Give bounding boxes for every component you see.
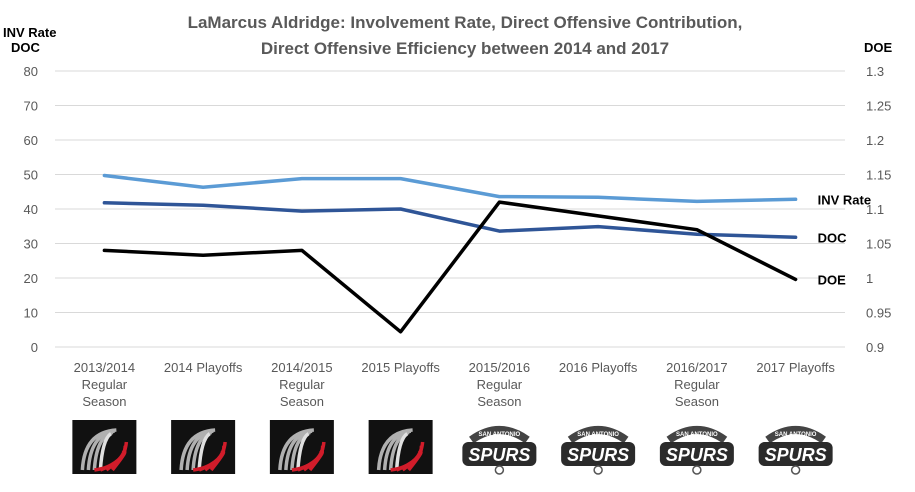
category-label: Season	[675, 394, 719, 409]
left-tick-label: 50	[24, 168, 38, 183]
category-label: Season	[280, 394, 324, 409]
category-label: 2013/2014	[74, 360, 135, 375]
left-axis-title-inv-rate: INV Rate	[3, 25, 56, 40]
svg-text:SAN ANTONIO: SAN ANTONIO	[775, 432, 817, 438]
category-label: 2015/2016	[469, 360, 530, 375]
axis-titles: INV Rate DOC DOE	[3, 25, 893, 55]
category-label: Season	[477, 394, 521, 409]
category-label: Regular	[279, 377, 325, 392]
spurs-logo: SAN ANTONIO SPURS	[462, 426, 537, 475]
left-axis-ticks: 0 10 20 30 40 50 60 70 80	[24, 64, 38, 355]
category-label: 2016/2017	[666, 360, 727, 375]
svg-text:SPURS: SPURS	[666, 445, 728, 465]
category-label: Regular	[674, 377, 720, 392]
right-tick-label: 1.2	[866, 133, 884, 148]
right-axis-ticks: 0.9 0.95 1 1.05 1.1 1.15 1.2 1.25 1.3	[866, 64, 891, 355]
svg-text:SPURS: SPURS	[468, 445, 530, 465]
series-label-doe: DOE	[818, 272, 847, 287]
x-axis-categories: 2013/2014 Regular Season 2014 Playoffs 2014/…	[74, 360, 836, 409]
svg-text:SPURS: SPURS	[567, 445, 629, 465]
left-axis-title-doc: DOC	[11, 40, 41, 55]
left-tick-label: 60	[24, 133, 38, 148]
right-axis-title-doe: DOE	[864, 40, 893, 55]
left-tick-label: 40	[24, 202, 38, 217]
svg-text:SPURS: SPURS	[765, 445, 827, 465]
category-label: 2016 Playoffs	[559, 360, 638, 375]
trail-blazers-logo	[269, 420, 334, 474]
category-label: Season	[82, 394, 126, 409]
left-tick-label: 30	[24, 237, 38, 252]
trail-blazers-logo	[368, 420, 433, 474]
spurs-logo: SAN ANTONIO SPURS	[561, 426, 636, 475]
spurs-logo: SAN ANTONIO SPURS	[659, 426, 734, 475]
trail-blazers-logo	[72, 420, 137, 474]
svg-text:SAN ANTONIO: SAN ANTONIO	[676, 432, 718, 438]
left-tick-label: 20	[24, 271, 38, 286]
series-labels: INV Rate DOC DOE	[818, 192, 871, 287]
category-label: 2014 Playoffs	[164, 360, 243, 375]
left-tick-label: 70	[24, 99, 38, 114]
series-label-doc: DOC	[818, 230, 848, 245]
right-tick-label: 0.95	[866, 306, 891, 321]
category-label: Regular	[82, 377, 128, 392]
series-label-inv-rate: INV Rate	[818, 192, 871, 207]
right-tick-label: 1.1	[866, 202, 884, 217]
right-tick-label: 0.9	[866, 340, 884, 355]
chart-title-line-2: Direct Offensive Efficiency between 2014…	[261, 39, 669, 58]
category-label: Regular	[477, 377, 523, 392]
category-label: 2017 Playoffs	[756, 360, 835, 375]
grid-lines	[55, 70, 845, 348]
chart-title: LaMarcus Aldridge: Involvement Rate, Dir…	[188, 13, 743, 58]
right-tick-label: 1.05	[866, 237, 891, 252]
left-tick-label: 0	[31, 340, 38, 355]
series-line-inv-rate	[102, 173, 798, 204]
chart-title-line-1: LaMarcus Aldridge: Involvement Rate, Dir…	[188, 13, 743, 32]
right-tick-label: 1	[866, 271, 873, 286]
series-line-doe	[102, 200, 798, 334]
right-tick-label: 1.25	[866, 99, 891, 114]
right-tick-label: 1.3	[866, 64, 884, 79]
spurs-logo: SAN ANTONIO SPURS	[758, 426, 833, 475]
series-lines	[102, 173, 798, 334]
left-tick-label: 80	[24, 64, 38, 79]
category-label: 2015 Playoffs	[361, 360, 440, 375]
category-label: 2014/2015	[271, 360, 332, 375]
svg-text:SAN ANTONIO: SAN ANTONIO	[479, 432, 521, 438]
svg-text:SAN ANTONIO: SAN ANTONIO	[577, 432, 619, 438]
right-tick-label: 1.15	[866, 168, 891, 183]
series-line-doc	[102, 201, 798, 240]
trail-blazers-logo	[171, 420, 236, 474]
left-tick-label: 10	[24, 306, 38, 321]
